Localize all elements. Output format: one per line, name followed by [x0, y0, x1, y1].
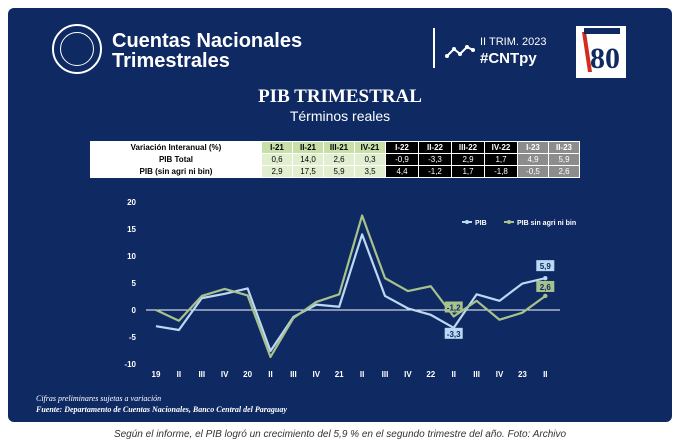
y-tick-label: 5 — [132, 279, 137, 288]
table-cell: 2,9 — [261, 165, 293, 178]
table-column-header: III-22 — [451, 141, 485, 154]
y-tick-label: -5 — [129, 333, 137, 342]
x-tick-label: 19 — [152, 370, 161, 379]
table-row: PIB (sin agri ni bin) 2,9 17,5 5,9 3,5 4… — [90, 165, 580, 178]
table-row-label: PIB (sin agri ni bin) — [90, 165, 262, 178]
x-tick-label: IV — [221, 370, 229, 379]
table-cell: 1,7 — [451, 165, 485, 178]
data-label-box — [536, 260, 555, 272]
data-label: -1,2 — [447, 303, 461, 312]
source-note: Fuente: Departamento de Cuentas Nacional… — [36, 405, 287, 414]
x-tick-label: III — [473, 370, 480, 379]
series-point — [543, 275, 548, 281]
table-cell: 2,9 — [451, 153, 485, 166]
y-tick-label: 15 — [127, 225, 136, 234]
header-title-line2: Trimestrales — [112, 50, 230, 72]
header-title-line1: Cuentas Nacionales — [112, 30, 303, 52]
trend-line-icon — [445, 45, 475, 58]
photo-caption: Según el informe, el PIB logró un crecim… — [113, 429, 567, 440]
y-tick-label: -10 — [124, 360, 136, 369]
x-tick-label: III — [382, 370, 389, 379]
x-tick-label: 20 — [243, 370, 252, 379]
table-column-header: II-21 — [292, 141, 324, 154]
x-tick-label: II — [451, 370, 455, 379]
svg-text:80: 80 — [590, 42, 620, 75]
guarani-80-logo: 80 — [576, 26, 626, 78]
table-column-header: III-21 — [323, 141, 355, 154]
table-row-label: PIB Total — [90, 153, 262, 166]
gdp-table: Variación Interanual (%) I-21 II-21 III-… — [90, 141, 580, 178]
infographic-card: Cuentas Nacionales Trimestrales II TRIM.… — [8, 8, 672, 422]
x-tick-label: IV — [404, 370, 412, 379]
series-line-pib-sin-agri — [155, 214, 546, 359]
legend-marker — [465, 220, 469, 224]
header: Cuentas Nacionales Trimestrales II TRIM.… — [8, 8, 672, 80]
x-tick-label: III — [290, 370, 297, 379]
table-column-header: I-21 — [261, 141, 293, 154]
data-label-box — [536, 280, 555, 292]
legend-label: PIB — [475, 220, 487, 227]
series-point — [543, 293, 548, 299]
x-tick-label: II — [543, 370, 547, 379]
page-title: PIB TRIMESTRAL — [258, 86, 422, 107]
table-cell: -0,9 — [385, 153, 419, 166]
x-tick-label: 23 — [518, 370, 527, 379]
header-divider — [433, 28, 435, 68]
x-tick-label: 21 — [335, 370, 344, 379]
table-column-header: IV-21 — [354, 141, 386, 154]
data-label: 2,6 — [540, 283, 552, 292]
data-label-box — [444, 301, 463, 313]
table-cell: 5,9 — [323, 165, 355, 178]
table-cell: -1,8 — [484, 165, 518, 178]
table-cell: 2,6 — [548, 165, 580, 178]
central-bank-seal-icon — [52, 24, 102, 74]
table-cell: 3,5 — [354, 165, 386, 178]
table-cell: 0,3 — [354, 153, 386, 166]
page-subtitle: Términos reales — [289, 108, 391, 124]
table-header-row: Variación Interanual (%) I-21 II-21 III-… — [90, 141, 580, 154]
y-tick-label: 10 — [127, 252, 136, 261]
x-tick-label: IV — [496, 370, 504, 379]
data-label: -3,3 — [447, 330, 461, 339]
y-tick-label: 20 — [127, 198, 136, 207]
x-tick-label: IV — [313, 370, 321, 379]
series-line-pib — [155, 233, 546, 353]
table-cell: 17,5 — [292, 165, 324, 178]
legend-marker — [507, 220, 511, 224]
x-tick-label: III — [198, 370, 205, 379]
hashtag-label: #CNTpy — [480, 50, 537, 67]
data-label: 5,9 — [540, 262, 552, 271]
table-cell: -0,5 — [517, 165, 549, 178]
y-tick-label: 0 — [132, 306, 137, 315]
data-label-box — [444, 327, 463, 339]
x-tick-label: II — [360, 370, 364, 379]
x-tick-label: 22 — [426, 370, 435, 379]
x-tick-label: II — [268, 370, 272, 379]
legend-label: PIB sin agri ni bin — [517, 220, 576, 227]
period-label: II TRIM. 2023 — [480, 36, 547, 48]
x-tick-label: II — [177, 370, 181, 379]
preliminary-note: Cifras preliminares sujetas a variación — [36, 394, 162, 403]
table-cell: 4,4 — [385, 165, 419, 178]
